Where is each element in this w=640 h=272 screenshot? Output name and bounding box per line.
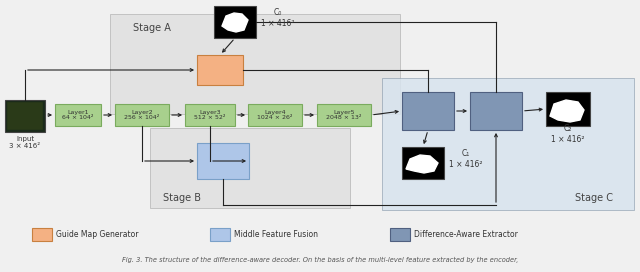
Bar xyxy=(197,143,249,179)
Text: Layer1
64 × 104²: Layer1 64 × 104² xyxy=(62,110,93,120)
Text: Stage A: Stage A xyxy=(133,23,171,33)
Bar xyxy=(214,6,256,38)
Polygon shape xyxy=(550,100,584,122)
Text: Stage C: Stage C xyxy=(575,193,613,203)
Bar xyxy=(55,104,101,126)
Text: Fig. 3. The structure of the difference-aware decoder. On the basis of the multi: Fig. 3. The structure of the difference-… xyxy=(122,257,518,263)
Text: Layer3
512 × 52²: Layer3 512 × 52² xyxy=(195,110,226,120)
Text: Middle Feature Fusion: Middle Feature Fusion xyxy=(234,230,318,239)
Bar xyxy=(150,128,350,208)
Bar xyxy=(390,228,410,241)
Text: C₀
1 × 416²: C₀ 1 × 416² xyxy=(261,8,295,28)
Bar xyxy=(7,102,43,130)
Bar xyxy=(115,104,169,126)
Bar xyxy=(470,92,522,130)
Bar xyxy=(248,104,302,126)
Text: C₂
1 × 416²: C₂ 1 × 416² xyxy=(551,124,585,144)
Text: Layer4
1024 × 26²: Layer4 1024 × 26² xyxy=(257,110,292,120)
Bar xyxy=(382,78,634,210)
Text: Stage B: Stage B xyxy=(163,193,201,203)
Text: C₁
1 × 416²: C₁ 1 × 416² xyxy=(449,149,483,169)
Bar xyxy=(402,147,444,179)
Text: Layer2
256 × 104²: Layer2 256 × 104² xyxy=(124,110,159,120)
Text: Input
3 × 416²: Input 3 × 416² xyxy=(10,135,40,149)
Bar xyxy=(546,92,590,126)
Bar xyxy=(110,14,400,114)
Text: Layer5
2048 × 13²: Layer5 2048 × 13² xyxy=(326,110,362,120)
Bar xyxy=(185,104,235,126)
Text: Guide Map Generator: Guide Map Generator xyxy=(56,230,138,239)
Bar xyxy=(5,100,45,132)
Polygon shape xyxy=(222,13,248,32)
Bar xyxy=(402,92,454,130)
Bar xyxy=(317,104,371,126)
Bar xyxy=(197,55,243,85)
Bar xyxy=(32,228,52,241)
Polygon shape xyxy=(406,155,438,173)
Text: Difference-Aware Extractor: Difference-Aware Extractor xyxy=(414,230,518,239)
Bar xyxy=(210,228,230,241)
